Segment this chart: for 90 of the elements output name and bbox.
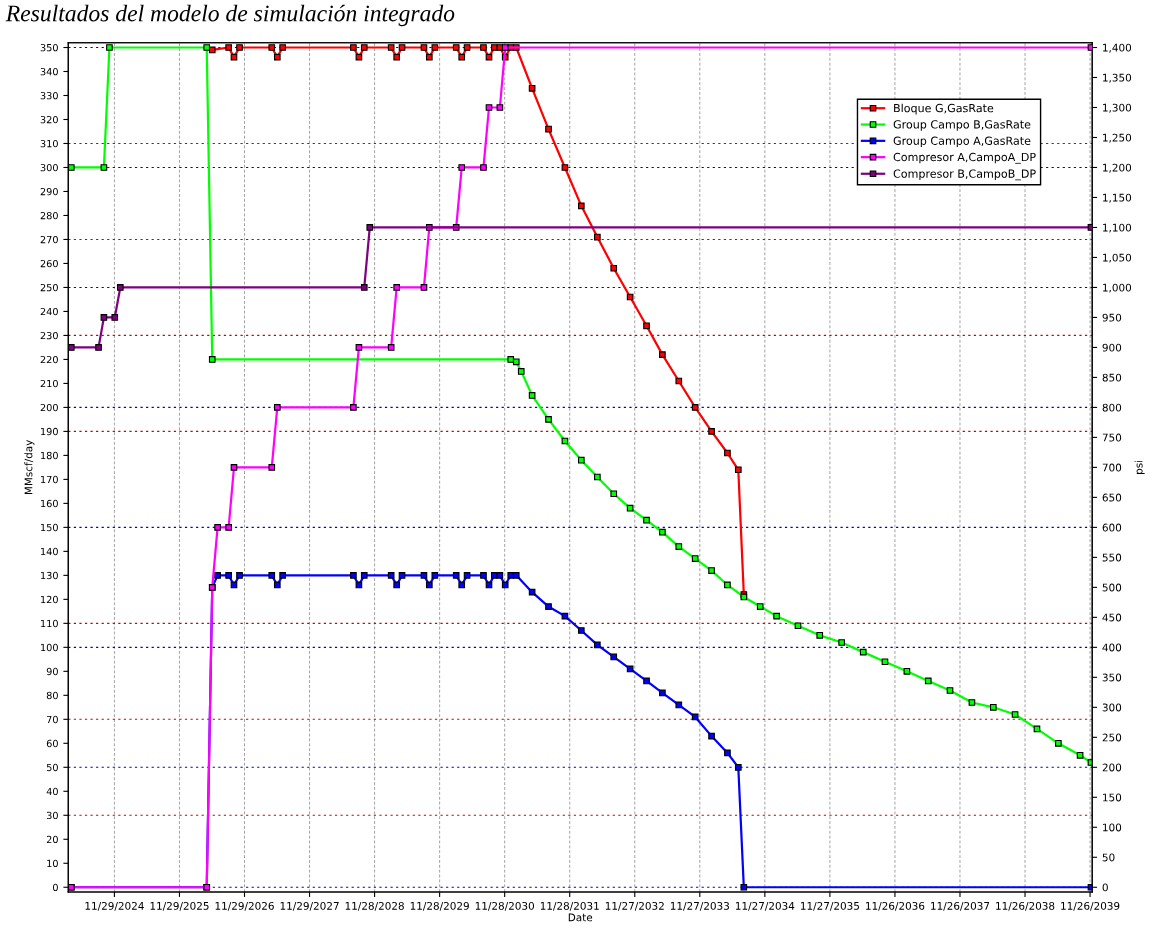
y2-tick-label: 650 [1102, 493, 1122, 502]
y-tick-label: 270 [40, 235, 58, 244]
y-tick-label: 110 [41, 619, 58, 628]
x-tick-label: 11/27/2033 [670, 901, 729, 911]
y-tick-label: 210 [40, 379, 58, 388]
y-tick-label: 90 [46, 667, 58, 676]
y2-tick-label: 1,150 [1103, 193, 1132, 203]
y2-tick-label: 550 [1102, 553, 1122, 562]
y2-tick-label: 1,200 [1103, 163, 1132, 173]
y2-tick-label: 200 [1102, 763, 1122, 772]
y2-tick-label: 950 [1102, 313, 1122, 322]
x-tick-label: 11/29/2027 [280, 901, 339, 911]
y2-tick-label: 250 [1102, 733, 1122, 742]
x-tick-label: 11/28/2029 [410, 901, 469, 911]
y-tick-label: 340 [40, 67, 58, 76]
x-tick-label: 11/26/2037 [931, 901, 990, 911]
y-tick-label: 350 [40, 43, 58, 52]
y-tick-label: 220 [40, 355, 58, 364]
y-tick-label: 290 [40, 187, 58, 196]
y2-tick-label: 150 [1103, 793, 1122, 802]
y-tick-label: 70 [46, 715, 58, 724]
y2-tick-label: 900 [1102, 343, 1122, 352]
x-axis-title: Date [568, 913, 593, 922]
y-axis-title: MMscf/day [24, 439, 35, 495]
y-tick-label: 80 [46, 691, 58, 700]
y-tick-label: 330 [40, 91, 58, 100]
x-tick-label: 11/29/2024 [85, 901, 144, 911]
y-tick-label: 200 [40, 403, 58, 412]
y2-tick-label: 700 [1102, 463, 1122, 472]
x-tick-label: 11/27/2034 [735, 901, 795, 911]
y2-tick-label: 750 [1102, 433, 1122, 442]
legend-label: Bloque G,GasRate [894, 103, 994, 115]
legend-label: Group Campo B,GasRate [893, 120, 1031, 131]
x-tick-label: 11/27/2032 [605, 901, 664, 911]
y2-tick-label: 1,400 [1103, 43, 1132, 53]
y2-tick-label: 1,100 [1103, 223, 1132, 233]
y2-tick-label: 600 [1102, 523, 1122, 532]
y-tick-label: 120 [41, 595, 58, 604]
chart-title: Resultados del modelo de simulación integrado [5, 4, 455, 27]
y-tick-label: 30 [46, 811, 58, 820]
y2-tick-label: 850 [1102, 373, 1122, 382]
x-tick-label: 11/26/2036 [866, 901, 925, 911]
y-tick-label: 180 [41, 451, 58, 460]
y2-axis-title: psi [1134, 460, 1145, 474]
legend-label: Group Campo A,GasRate [893, 136, 1031, 148]
y-tick-label: 60 [46, 739, 58, 748]
y-tick-label: 260 [40, 259, 58, 268]
x-tick-label: 11/29/2026 [215, 901, 274, 911]
y-tick-label: 130 [41, 571, 58, 580]
y-tick-label: 230 [40, 331, 58, 340]
x-tick-label: 11/28/2028 [345, 901, 404, 911]
y-tick-label: 300 [40, 163, 58, 172]
y-tick-label: 20 [46, 835, 58, 844]
y-tick-label: 150 [41, 523, 58, 532]
y2-tick-label: 1,350 [1103, 73, 1132, 83]
y-tick-label: 160 [41, 499, 58, 508]
y-tick-label: 40 [46, 787, 58, 796]
y-tick-label: 100 [41, 643, 58, 652]
y-tick-label: 190 [41, 427, 58, 436]
y-tick-label: 320 [40, 115, 58, 124]
y2-tick-label: 1,000 [1103, 283, 1132, 293]
x-tick-label: 11/28/2030 [475, 901, 535, 911]
x-tick-label: 11/26/2039 [1061, 901, 1120, 911]
y-tick-label: 170 [41, 475, 58, 484]
y2-tick-label: 450 [1102, 613, 1122, 622]
y-tick-label: 250 [40, 283, 58, 292]
y2-tick-label: 500 [1102, 583, 1122, 592]
x-tick-label: 11/29/2025 [150, 901, 209, 911]
y2-tick-label: 0 [1102, 883, 1108, 892]
y-tick-label: 280 [40, 211, 58, 220]
y2-tick-label: 1,250 [1103, 133, 1132, 143]
y2-tick-label: 1,050 [1103, 253, 1132, 263]
y2-tick-label: 50 [1102, 853, 1115, 862]
legend-label: Compresor A,CampoA_DP [893, 152, 1036, 164]
y2-tick-label: 300 [1102, 703, 1122, 712]
y-tick-label: 310 [40, 139, 58, 148]
x-tick-label: 11/26/2038 [996, 901, 1055, 911]
y-tick-label: 50 [46, 763, 58, 772]
x-tick-label: 11/27/2035 [801, 901, 859, 911]
y2-tick-label: 100 [1103, 823, 1122, 832]
y2-tick-label: 1,300 [1103, 103, 1132, 113]
y2-tick-label: 350 [1102, 673, 1122, 682]
y-tick-label: 0 [53, 883, 58, 892]
legend-label: Compresor B,CampoB_DP [893, 169, 1036, 181]
y2-tick-label: 400 [1102, 643, 1122, 652]
y2-tick-label: 800 [1102, 403, 1122, 412]
y-tick-label: 140 [41, 547, 58, 556]
y-tick-label: 10 [47, 859, 58, 868]
y-tick-label: 240 [40, 307, 58, 316]
x-tick-label: 11/28/2031 [540, 901, 599, 911]
